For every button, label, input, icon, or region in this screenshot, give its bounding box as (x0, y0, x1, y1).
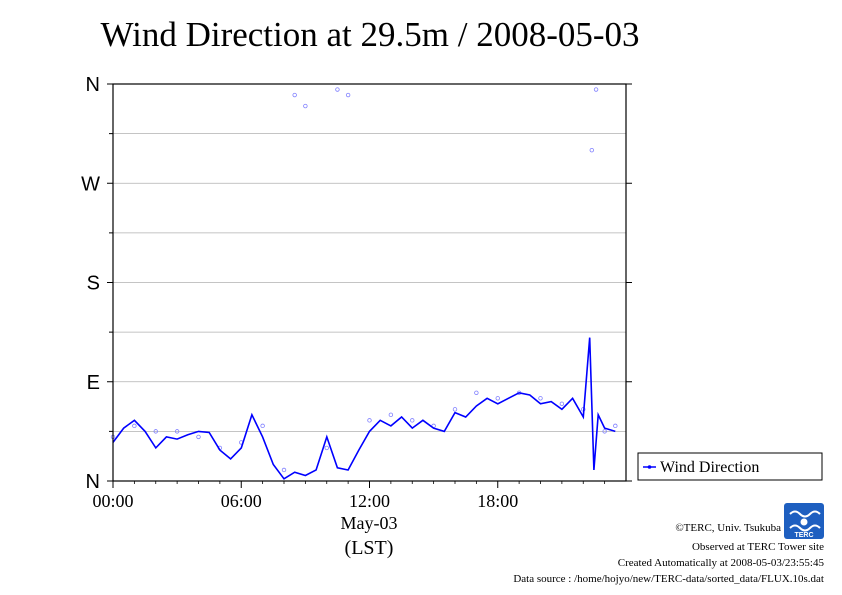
scatter-point (345, 92, 351, 98)
x-tick-label: 06:00 (221, 491, 262, 511)
scatter-point (153, 429, 158, 434)
running-mean-line (112, 337, 616, 480)
terc-logo-icon: TERC (784, 503, 824, 539)
y-tick-label: E (87, 372, 100, 394)
scatter-point (613, 423, 618, 429)
chart-title: Wind Direction at 29.5m / 2008-05-03 (100, 15, 639, 54)
legend: Wind Direction (637, 452, 823, 481)
scatter-point (474, 390, 479, 395)
created-text: Created Automatically at 2008-05-03/23:5… (618, 557, 825, 569)
y-tick-label: N (86, 471, 100, 493)
series-line-wind-direction (112, 337, 616, 480)
observed-text: Observed at TERC Tower site (692, 541, 824, 553)
y-tick-label: S (87, 273, 100, 295)
copyright-text: ©TERC, Univ. Tsukuba (675, 522, 781, 534)
scatter-point (495, 396, 500, 401)
scatter-point (324, 445, 329, 451)
scatter-point (292, 92, 297, 98)
x-tick-label: 18:00 (477, 491, 518, 511)
scatter-point (281, 467, 287, 473)
scatter-point (260, 423, 265, 429)
scatter-point (538, 396, 543, 401)
scatter-point (602, 429, 607, 434)
scatter-points (110, 87, 618, 473)
x-tick-label: 00:00 (92, 491, 133, 511)
scatter-point (388, 412, 394, 418)
scatter-point (303, 103, 308, 109)
scatter-point (452, 407, 458, 412)
scatter-point (367, 418, 372, 423)
data-source-text: Data source : /home/hojyo/new/TERC-data/… (513, 573, 824, 585)
grid-lines (113, 133, 626, 432)
legend-swatch-point (647, 465, 652, 469)
x-axis-date-label: May-03 (341, 513, 398, 533)
logo-text: TERC (794, 532, 813, 539)
x-tick-label: 12:00 (349, 491, 390, 511)
scatter-point (335, 87, 340, 92)
y-tick-label: N (86, 74, 100, 96)
scatter-point (174, 429, 180, 434)
y-tick-label: W (81, 173, 100, 195)
x-axis-unit-label: (LST) (345, 537, 394, 559)
scatter-point (410, 418, 415, 423)
scatter-point (132, 423, 137, 429)
scatter-point (593, 87, 599, 92)
legend-label: Wind Direction (660, 459, 759, 476)
scatter-point (196, 434, 201, 440)
y-axis-ticks: N E S W N (81, 74, 632, 493)
scatter-point (589, 147, 594, 153)
x-axis-ticks: 00:00 06:00 12:00 18:00 (92, 481, 606, 511)
scatter-point (559, 401, 565, 407)
legend-box (637, 452, 823, 481)
